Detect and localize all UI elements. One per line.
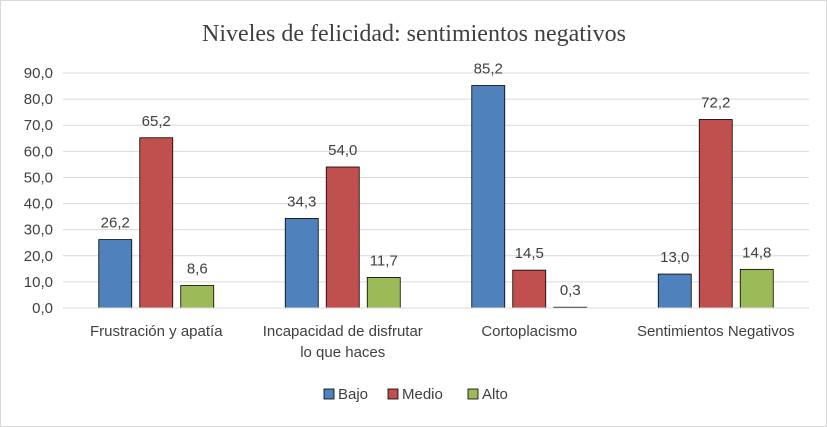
x-tick-label: Frustración y apatía <box>90 323 223 340</box>
bar-alto <box>739 268 774 309</box>
legend-label: Medio <box>402 386 443 403</box>
bar-alto <box>366 277 401 309</box>
data-label: 13,0 <box>660 249 689 266</box>
legend-swatch-bajo <box>323 388 335 400</box>
bar-bajo <box>657 273 692 309</box>
data-label: 8,6 <box>187 261 208 278</box>
y-tick-label: 40,0 <box>24 196 53 213</box>
data-label: 11,7 <box>370 252 398 269</box>
bar-medio <box>512 269 547 309</box>
x-tick-label: Incapacidad de disfrutar <box>263 323 423 340</box>
bar-medio <box>325 166 360 309</box>
bar-bajo <box>284 218 319 309</box>
bar-alto <box>180 285 215 309</box>
y-tick-label: 20,0 <box>24 248 53 265</box>
y-tick-label: 10,0 <box>24 274 53 291</box>
data-label: 85,2 <box>474 61 503 78</box>
data-label: 14,8 <box>742 244 771 261</box>
data-label: 72,2 <box>701 94 730 111</box>
bar-medio <box>698 119 733 309</box>
y-tick-label: 90,0 <box>24 65 53 82</box>
y-tick-label: 70,0 <box>24 117 53 134</box>
legend-swatch-medio <box>387 388 399 400</box>
chart-title: Niveles de felicidad: sentimientos negat… <box>202 21 626 47</box>
legend-label: Bajo <box>338 386 368 403</box>
data-label: 54,0 <box>328 142 357 159</box>
data-label: 14,5 <box>515 245 544 262</box>
legend-swatch-alto <box>467 388 479 400</box>
y-tick-label: 0,0 <box>32 300 53 317</box>
bar-bajo <box>471 85 506 309</box>
x-tick-label: lo que haces <box>300 344 385 361</box>
x-tick-label: Cortoplacismo <box>481 323 577 340</box>
y-tick-label: 60,0 <box>24 143 53 160</box>
legend-label: Alto <box>482 386 508 403</box>
data-label: 0,3 <box>560 282 581 299</box>
y-tick-label: 50,0 <box>24 169 53 186</box>
data-label: 26,2 <box>101 215 130 232</box>
bar-bajo <box>98 239 133 309</box>
y-tick-label: 80,0 <box>24 91 53 108</box>
data-label: 65,2 <box>142 113 171 130</box>
y-tick-label: 30,0 <box>24 222 53 239</box>
data-label: 34,3 <box>287 193 316 210</box>
x-tick-label: Sentimientos Negativos <box>637 323 795 340</box>
bar-medio <box>139 137 174 309</box>
